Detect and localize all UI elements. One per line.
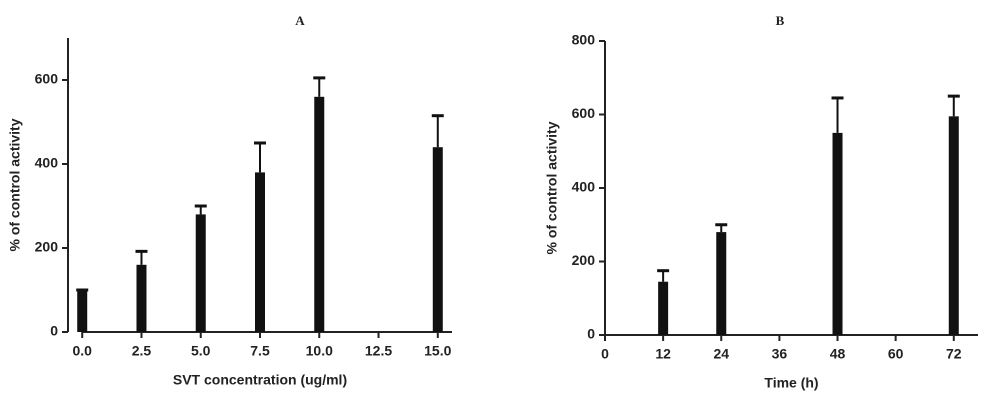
y-tick-label: 0 <box>587 326 595 342</box>
chart-title: A <box>295 13 305 28</box>
y-tick-label: 600 <box>35 71 59 87</box>
x-tick-label: 10.0 <box>306 343 333 359</box>
bar <box>832 132 843 335</box>
x-tick-label: 24 <box>713 346 729 362</box>
y-tick-label: 400 <box>35 155 59 171</box>
x-tick-label: 60 <box>888 346 904 362</box>
x-tick-label: 36 <box>772 346 788 362</box>
y-tick-label: 600 <box>572 105 596 121</box>
bar <box>314 96 325 332</box>
bar <box>136 264 147 332</box>
y-tick-label: 200 <box>35 239 59 255</box>
bar <box>195 214 206 332</box>
bar <box>77 290 88 332</box>
x-tick-label: 12 <box>655 346 671 362</box>
x-tick-label: 15.0 <box>424 343 451 359</box>
x-axis-label: Time (h) <box>764 375 818 391</box>
bar <box>432 147 443 332</box>
x-tick-label: 72 <box>946 346 962 362</box>
x-tick-label: 2.5 <box>132 343 152 359</box>
x-tick-label: 0 <box>601 346 609 362</box>
bar <box>658 281 669 335</box>
bar <box>255 172 265 332</box>
bar <box>716 232 727 335</box>
x-tick-label: 48 <box>830 346 846 362</box>
y-axis-label: % of control activity <box>7 118 23 251</box>
x-tick-label: 5.0 <box>191 343 211 359</box>
y-tick-label: 800 <box>572 32 596 48</box>
x-tick-label: 0.0 <box>72 343 92 359</box>
x-axis-label: SVT concentration (ug/ml) <box>173 372 347 388</box>
x-tick-label: 7.5 <box>250 343 270 359</box>
x-tick-label: 12.5 <box>365 343 392 359</box>
y-tick-label: 400 <box>572 179 596 195</box>
y-axis-label: % of control activity <box>544 121 560 254</box>
y-tick-label: 0 <box>50 323 58 339</box>
y-tick-label: 200 <box>572 252 596 268</box>
chart-title: B <box>776 13 785 28</box>
bar <box>948 116 959 336</box>
